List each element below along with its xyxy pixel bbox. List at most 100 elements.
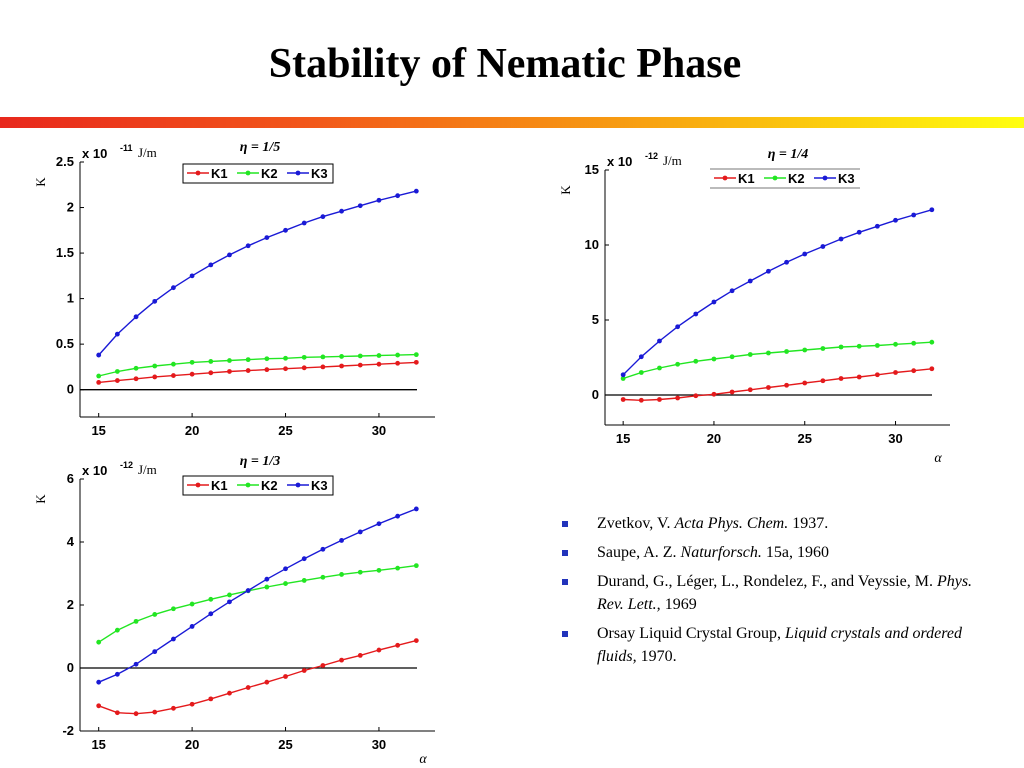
x-tick-label: 15: [91, 423, 105, 438]
data-point-k1: [320, 364, 326, 370]
data-point-k1: [784, 382, 789, 388]
data-point-k2: [838, 344, 844, 350]
data-point-k3: [227, 252, 232, 258]
data-point-k2: [820, 346, 826, 351]
data-point-k1: [339, 657, 344, 663]
series-line-k3: [98, 190, 417, 356]
data-point-k1: [189, 701, 195, 707]
eta-annotation: η = 1/4: [768, 147, 809, 162]
data-point-k2: [96, 639, 102, 645]
eta-annotation: η = 1/5: [240, 140, 281, 155]
data-point-k1: [747, 387, 753, 393]
data-point-k1: [929, 366, 935, 372]
data-point-k3: [208, 611, 214, 617]
data-point-k3: [766, 268, 771, 274]
x-tick-label: 15: [91, 737, 105, 752]
data-point-k3: [152, 649, 158, 655]
data-point-k2: [413, 352, 419, 358]
legend-marker-k2: [245, 170, 251, 176]
x-tick-label: 25: [798, 431, 812, 446]
data-point-k2: [133, 365, 139, 371]
y-tick-label: 6: [67, 471, 74, 486]
y-tick-label: 0.5: [56, 336, 74, 351]
y-tick-label: 10: [585, 237, 599, 252]
reference-source: Acta Phys. Chem.: [674, 515, 789, 532]
data-point-k1: [114, 710, 120, 716]
data-point-k1: [766, 385, 771, 390]
data-point-k2: [357, 569, 363, 575]
data-point-k1: [114, 378, 120, 383]
data-point-k1: [802, 380, 808, 386]
reference-text: 1937.: [788, 515, 829, 532]
data-point-k2: [114, 627, 120, 633]
y-tick-label: 0: [592, 387, 599, 402]
data-point-k2: [693, 358, 699, 364]
data-point-k3: [264, 235, 270, 240]
data-point-k2: [264, 584, 270, 590]
data-point-k3: [264, 576, 270, 582]
data-point-k1: [171, 373, 176, 378]
legend-marker-k1: [722, 175, 728, 181]
y-tick-label: -2: [62, 723, 74, 738]
data-point-k1: [357, 653, 363, 658]
data-point-k1: [96, 703, 102, 709]
data-point-k3: [339, 208, 344, 214]
data-point-k2: [357, 353, 363, 359]
y-axis-label: K: [33, 177, 48, 187]
data-point-k1: [911, 368, 917, 374]
data-point-k1: [638, 397, 644, 403]
data-point-k2: [711, 356, 717, 362]
data-point-k2: [301, 354, 307, 360]
data-point-k3: [283, 566, 288, 572]
legend-marker-k3: [295, 170, 301, 176]
data-point-k1: [152, 374, 158, 380]
series-line-k2: [622, 341, 932, 380]
data-point-k3: [171, 636, 176, 642]
x-tick-label: 20: [707, 431, 721, 446]
y-tick-label: 2.5: [56, 154, 74, 169]
data-point-k3: [133, 314, 139, 320]
data-point-k1: [245, 368, 251, 373]
data-point-k3: [784, 259, 789, 265]
data-point-k2: [929, 339, 935, 345]
legend-label-k1: K1: [211, 166, 228, 181]
data-point-k1: [171, 705, 176, 711]
data-point-k1: [189, 371, 195, 377]
data-point-k3: [245, 243, 251, 249]
reference-text: 1969: [660, 596, 697, 613]
data-point-k3: [729, 288, 735, 294]
data-point-k3: [357, 529, 363, 535]
data-point-k2: [227, 358, 232, 363]
bullet-icon: [562, 579, 568, 585]
data-point-k1: [395, 642, 401, 648]
y-tick-label: 0: [67, 382, 74, 397]
data-point-k3: [152, 298, 158, 304]
data-point-k1: [227, 369, 232, 374]
y-tick-label: 2: [67, 597, 74, 612]
data-point-k3: [638, 354, 644, 360]
data-point-k2: [208, 596, 214, 602]
data-point-k2: [227, 592, 232, 598]
data-point-k3: [114, 331, 120, 337]
data-point-k2: [133, 618, 139, 624]
data-point-k2: [152, 612, 158, 617]
reference-text: Orsay Liquid Crystal Group,: [597, 625, 785, 642]
data-point-k1: [133, 711, 139, 717]
reference-source: Liquid crystals and ordered fluids,: [597, 625, 963, 665]
data-point-k2: [413, 563, 419, 569]
legend-label-k2: K2: [788, 171, 805, 186]
data-point-k2: [376, 567, 382, 573]
reference-item: Saupe, A. Z. Naturforsch. 15a, 1960: [560, 541, 1000, 564]
data-point-k1: [339, 363, 344, 369]
data-point-k1: [729, 389, 735, 395]
legend-marker-k3: [295, 482, 301, 488]
data-point-k1: [693, 393, 699, 399]
data-point-k2: [376, 353, 382, 358]
data-point-k2: [729, 354, 735, 360]
data-point-k3: [675, 324, 681, 330]
data-point-k2: [171, 606, 176, 612]
data-point-k3: [657, 338, 662, 344]
data-point-k2: [339, 354, 344, 359]
data-point-k3: [376, 521, 382, 527]
y-tick-label: 2: [67, 200, 74, 215]
